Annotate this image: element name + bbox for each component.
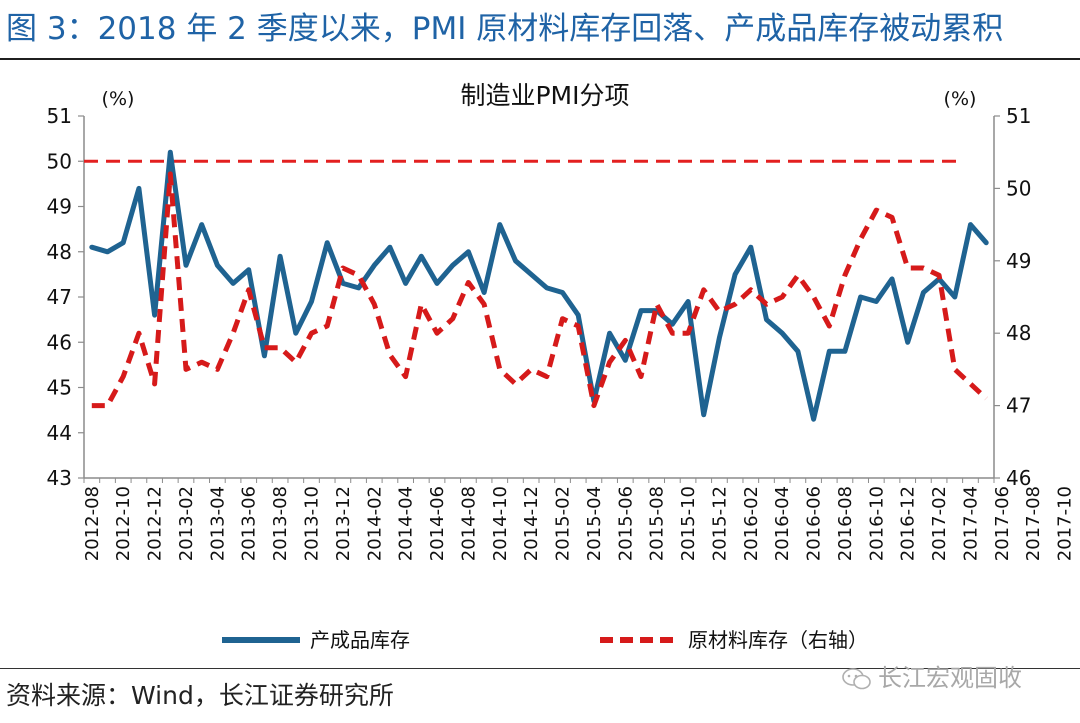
title-divider [0,58,1080,60]
x-tick-label: 2014-04 [396,486,417,561]
x-tick-label: 2014-10 [490,486,511,561]
x-tick-label: 2015-02 [553,486,574,561]
figure-title: 图 3：2018 年 2 季度以来，PMI 原材料库存回落、产成品库存被动累积 [6,11,1004,47]
x-tick-label: 2013-08 [270,486,291,561]
right-tick-label: 46 [1006,466,1031,490]
left-tick-label: 45 [47,376,72,400]
x-tick-label: 2017-02 [929,486,950,561]
x-tick-label: 2015-10 [678,486,699,561]
left-tick-label: 48 [47,240,72,264]
x-tick-label: 2015-04 [584,486,605,561]
series-layer [89,149,989,422]
wechat-icon [842,668,871,690]
left-tick-label: 47 [47,285,72,309]
right-axis-unit: (%) [944,88,977,110]
left-tick-label: 50 [47,149,72,173]
x-tick-label: 2013-04 [207,486,228,561]
x-tick-label: 2016-10 [866,486,887,561]
watermark: 长江宏观固收 [842,660,1022,696]
x-tick-label: 2012-08 [82,486,103,561]
x-tick-label: 2016-02 [741,486,762,561]
x-tick-label: 2014-06 [427,486,448,561]
left-tick-label: 46 [47,330,72,354]
x-tick-label: 2013-06 [239,486,260,561]
legend-label-finished: 产成品库存 [310,628,410,652]
x-tick-label: 2015-06 [615,486,636,561]
x-tick-label: 2015-08 [647,486,668,561]
x-tick-label: 2017-08 [1023,486,1044,561]
x-tick-label: 2015-12 [709,486,730,561]
left-tick-label: 44 [47,421,72,445]
left-tick-label: 51 [47,104,72,128]
chart-title: 制造业PMI分项 [460,81,629,110]
left-tick-label: 49 [47,195,72,219]
x-tick-label: 2012-10 [113,486,134,561]
x-tick-label: 2016-12 [898,486,919,561]
reference-layer [84,159,958,163]
axes: 51 50 49 48 47 46 45 44 43 51 50 49 48 47 46 2012-08 201… [47,104,1076,561]
source-note: 资料来源：Wind，长江证券研究所 [6,681,394,710]
x-tick-label: 2013-12 [333,486,354,561]
left-tick-label: 43 [47,466,72,490]
x-tick-label: 2017-04 [960,486,981,561]
x-tick-label: 2017-10 [1055,486,1076,561]
x-tick-label: 2014-08 [458,486,479,561]
right-tick-label: 50 [1006,176,1031,200]
series-line-finished-goods-inventory [89,149,989,422]
x-tick-label: 2014-12 [521,486,542,561]
x-tick-label: 2016-08 [835,486,856,561]
watermark-text: 长江宏观固收 [878,664,1022,692]
right-tick-label: 51 [1006,104,1031,128]
x-tick-label: 2017-06 [992,486,1013,561]
right-tick-label: 47 [1006,394,1031,418]
right-tick-label: 48 [1006,321,1031,345]
x-tick-label: 2016-04 [772,486,793,561]
x-tick-label: 2016-06 [804,486,825,561]
footer-divider [0,668,1080,669]
x-tick-label: 2012-12 [145,486,166,561]
right-tick-label: 49 [1006,249,1031,273]
pmi-chart: 制造业PMI分项 (%) (%) 51 50 49 48 47 46 45 44 43 51 50 4… [47,81,1076,652]
x-tick-label: 2014-02 [364,486,385,561]
series-line-raw-material-inventory [91,171,988,409]
left-axis-unit: (%) [102,88,135,110]
legend-label-raw: 原材料库存（右轴） [688,628,868,652]
x-tick-label: 2013-10 [302,486,323,561]
x-tick-label: 2013-02 [176,486,197,561]
legend: 产成品库存 原材料库存（右轴） [222,628,868,652]
